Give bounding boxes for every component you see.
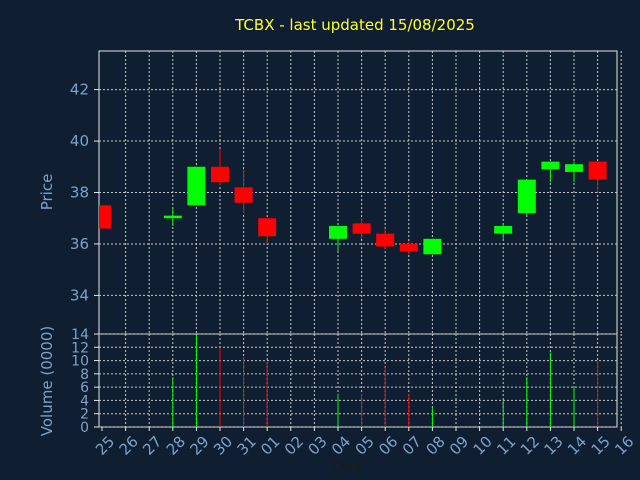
volume-tick-label: 0	[80, 420, 89, 436]
x-tick-label: 01	[257, 433, 283, 459]
candle-body	[352, 223, 371, 234]
candle-body	[588, 161, 607, 180]
volume-tick-label: 12	[71, 340, 89, 356]
volume-tick-label: 6	[80, 380, 89, 396]
volume-axis-label: Volume (0000)	[38, 326, 56, 436]
volume-tick-label: 2	[80, 407, 89, 423]
candle-body	[494, 225, 513, 234]
x-tick-label: 05	[352, 433, 378, 459]
price-tick-label: 34	[70, 286, 89, 304]
x-tick-label: 31	[234, 433, 260, 459]
x-tick-label: 13	[540, 433, 566, 459]
candle-body	[423, 238, 442, 255]
price-y-ticks: 34 36 38 40 42	[70, 81, 99, 304]
candle-body	[329, 225, 347, 239]
volume-tick-label: 8	[80, 367, 89, 383]
x-tick-label: 03	[304, 433, 330, 459]
price-tick-label: 36	[70, 235, 89, 253]
volume-tick-label: 4	[80, 393, 89, 409]
candles	[99, 148, 607, 255]
x-tick-label: 16	[611, 433, 637, 459]
x-tick-label: 09	[446, 433, 472, 459]
x-tick-label: 30	[210, 433, 236, 459]
x-tick-label: 07	[399, 433, 425, 459]
x-tick-label: 29	[186, 433, 212, 459]
candle-body	[541, 161, 560, 170]
price-panel: 34 36 38 40 42 Price	[38, 50, 622, 335]
x-tick-label: 25	[92, 433, 118, 459]
volume-tick-label: 14	[71, 327, 89, 343]
candle-body	[99, 205, 111, 229]
candle-body	[211, 166, 229, 183]
x-tick-label: 06	[375, 433, 401, 459]
x-tick-label: 27	[139, 433, 165, 459]
price-tick-label: 40	[70, 132, 89, 150]
x-tick-label: 14	[564, 433, 590, 459]
candle-body	[234, 187, 253, 203]
x-tick-label: 28	[163, 433, 189, 459]
x-axis-tick-labels: 2526272829303101020304050607080910111213…	[92, 427, 637, 459]
x-tick-label: 04	[328, 433, 354, 459]
volume-tick-label: 10	[71, 354, 89, 370]
volume-plot-frame	[98, 333, 618, 428]
x-tick-label: 26	[116, 433, 142, 459]
price-axis-label: Price	[38, 174, 56, 211]
x-tick-label: 02	[281, 433, 307, 459]
candle-body	[399, 243, 418, 252]
chart-title: TCBX - last updated 15/08/2025	[234, 16, 475, 34]
volume-bars	[172, 335, 599, 427]
x-axis-label: Day	[333, 458, 363, 476]
x-tick-label: 15	[588, 433, 614, 459]
price-tick-label: 38	[70, 184, 89, 202]
x-tick-label: 11	[493, 433, 519, 459]
volume-grid	[99, 333, 622, 428]
candle-body	[163, 215, 182, 219]
x-tick-label: 12	[517, 433, 543, 459]
x-tick-label: 08	[422, 433, 448, 459]
candle-body	[517, 179, 536, 214]
x-tick-label: 10	[470, 433, 496, 459]
price-tick-label: 42	[70, 81, 89, 99]
price-grid	[99, 51, 622, 334]
candle-body	[376, 233, 395, 247]
candle-body	[565, 164, 583, 172]
candle-body	[258, 218, 277, 237]
candle-body	[187, 166, 206, 206]
